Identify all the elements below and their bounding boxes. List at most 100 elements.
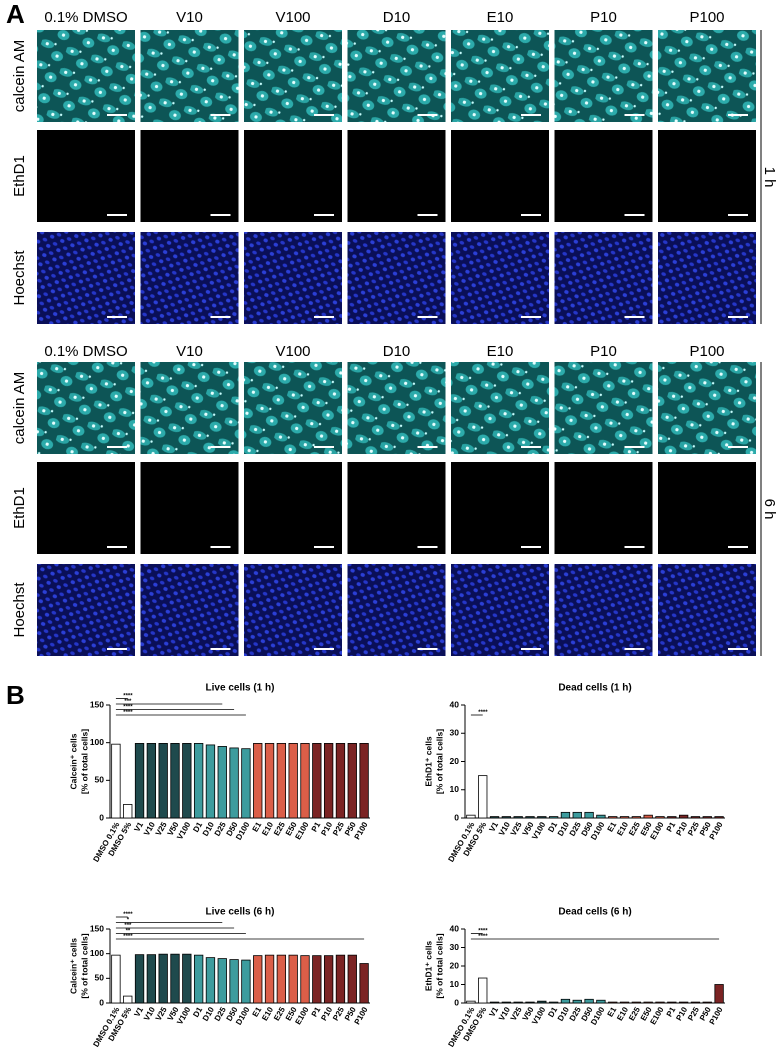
micrograph bbox=[37, 462, 135, 554]
bar bbox=[335, 743, 346, 819]
bar bbox=[323, 743, 334, 819]
column-header: 0.1% DMSO bbox=[44, 9, 127, 26]
bar bbox=[501, 816, 512, 819]
bar bbox=[537, 1000, 547, 1004]
bar bbox=[312, 955, 322, 1004]
column-header: P10 bbox=[590, 343, 617, 360]
x-tick-label: V100 bbox=[175, 1005, 192, 1026]
significance-label: *** bbox=[124, 699, 132, 705]
micrograph bbox=[554, 130, 653, 222]
x-tick-label: P25 bbox=[331, 820, 346, 837]
x-tick-label: V25 bbox=[509, 1005, 524, 1022]
y-tick-label: 20 bbox=[450, 960, 460, 970]
bar bbox=[276, 743, 287, 819]
bar bbox=[631, 1001, 642, 1004]
micrograph bbox=[658, 362, 756, 454]
bar bbox=[146, 743, 157, 819]
x-tick-label: P100 bbox=[353, 820, 370, 841]
micrograph bbox=[140, 564, 239, 656]
bar bbox=[678, 814, 689, 819]
micrograph bbox=[658, 232, 756, 324]
x-tick-label: P1 bbox=[310, 1005, 323, 1018]
bar bbox=[323, 955, 334, 1004]
micrograph bbox=[347, 462, 446, 554]
bar bbox=[619, 816, 630, 819]
x-tick-label: P100 bbox=[708, 820, 725, 841]
bar bbox=[478, 775, 488, 819]
bar bbox=[478, 977, 488, 1004]
column-header: V100 bbox=[275, 343, 310, 360]
y-tick-label: 0 bbox=[99, 812, 104, 822]
y-axis-label: EthD1⁺ cells bbox=[423, 736, 433, 787]
bar bbox=[714, 984, 724, 1004]
bar bbox=[572, 999, 582, 1004]
column-header: D10 bbox=[383, 343, 411, 360]
y-tick-label: 10 bbox=[450, 784, 460, 794]
x-tick-label: D100 bbox=[589, 820, 607, 842]
bar bbox=[702, 816, 712, 819]
y-tick-label: 40 bbox=[450, 699, 460, 709]
significance-label: **** bbox=[123, 710, 133, 716]
micrograph bbox=[140, 130, 239, 222]
micrograph bbox=[37, 362, 135, 454]
chart-title: Live cells (1 h) bbox=[206, 683, 275, 694]
bar bbox=[489, 816, 500, 819]
y-tick-label: 10 bbox=[450, 979, 460, 989]
panel-label: A bbox=[6, 0, 25, 29]
y-tick-label: 0 bbox=[99, 997, 104, 1007]
time-label: 1 h bbox=[761, 167, 776, 188]
x-tick-label: P1 bbox=[310, 820, 323, 833]
bar bbox=[690, 816, 701, 819]
micrograph bbox=[244, 462, 342, 554]
bar bbox=[513, 816, 523, 819]
bar bbox=[264, 954, 275, 1004]
micrograph bbox=[37, 130, 135, 222]
bar bbox=[205, 957, 216, 1004]
significance-label: **** bbox=[123, 694, 133, 700]
bar bbox=[596, 999, 606, 1004]
significance-label: **** bbox=[123, 912, 133, 918]
bar bbox=[548, 816, 559, 819]
x-tick-label: P10 bbox=[674, 1005, 689, 1022]
x-tick-label: V10 bbox=[497, 820, 512, 837]
significance-label: **** bbox=[478, 934, 488, 940]
bar bbox=[158, 953, 168, 1004]
bar bbox=[312, 743, 322, 819]
bar bbox=[667, 1001, 677, 1004]
significance-label: ** bbox=[126, 929, 131, 935]
bar bbox=[560, 811, 571, 819]
column-header: D10 bbox=[383, 9, 411, 26]
significance-label: **** bbox=[478, 710, 488, 716]
y-tick-label: 0 bbox=[454, 997, 459, 1007]
bar bbox=[229, 747, 239, 819]
micrograph bbox=[347, 130, 446, 222]
significance-label: **** bbox=[478, 929, 488, 935]
bar bbox=[643, 814, 653, 819]
y-tick-label: 40 bbox=[450, 923, 460, 933]
x-tick-label: E1 bbox=[251, 820, 264, 833]
bar bbox=[525, 816, 535, 819]
micrograph bbox=[554, 30, 653, 122]
bar bbox=[643, 1001, 653, 1004]
y-axis-label: [% of total cells] bbox=[434, 933, 444, 998]
bar bbox=[359, 743, 369, 819]
x-tick-label: P10 bbox=[319, 1005, 334, 1022]
micrograph bbox=[244, 362, 342, 454]
significance-label: * bbox=[127, 918, 130, 924]
micrograph bbox=[140, 462, 239, 554]
y-axis-label: Calcein⁺ cells bbox=[68, 938, 78, 994]
row-label: Hoechst bbox=[11, 582, 28, 638]
x-tick-label: E25 bbox=[627, 820, 642, 837]
micrograph bbox=[658, 130, 756, 222]
x-tick-label: V100 bbox=[175, 820, 192, 841]
x-tick-label: E1 bbox=[251, 1005, 264, 1018]
bar bbox=[655, 1001, 665, 1004]
micrograph bbox=[244, 232, 342, 324]
bar bbox=[359, 963, 369, 1004]
panel-label: B bbox=[6, 680, 25, 710]
bar bbox=[217, 958, 227, 1004]
bar bbox=[229, 959, 239, 1004]
micrograph bbox=[244, 130, 342, 222]
